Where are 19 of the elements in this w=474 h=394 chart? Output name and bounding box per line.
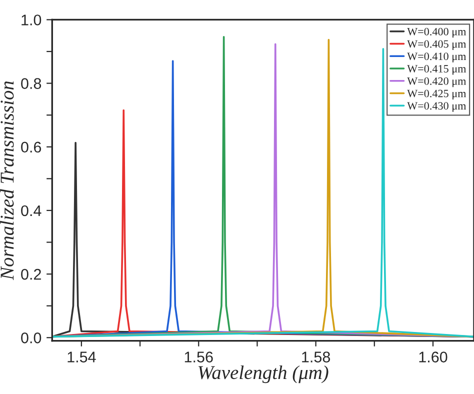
x-tick-label: 1.58 (302, 352, 330, 362)
y-tick-label: 0.4 (21, 205, 42, 216)
x-tick-label: 1.60 (419, 352, 448, 362)
y-tick-label: 0.6 (21, 142, 42, 153)
legend-label: W=0.420 μm (407, 77, 466, 88)
y-tick-label: 1.0 (22, 14, 42, 26)
legend-label: W=0.430 μm (407, 102, 466, 112)
legend-label: W=0.415 μm (407, 64, 466, 75)
legend-label: W=0.410 μm (407, 52, 466, 62)
legend-label: W=0.400 μm (407, 28, 466, 38)
y-axis-title: Normalized Transmission (0, 81, 14, 280)
y-tick-label: 0.2 (21, 268, 41, 280)
y-tick-label: 0.0 (21, 332, 42, 344)
x-axis-title: Wavelength (μm) (198, 365, 328, 384)
x-tick-label: 1.54 (68, 352, 96, 362)
x-tick-label: 1.56 (184, 352, 213, 362)
y-tick-label: 0.8 (21, 78, 42, 89)
legend-label: W=0.405 μm (407, 40, 466, 50)
legend-label: W=0.425 μm (407, 90, 466, 100)
